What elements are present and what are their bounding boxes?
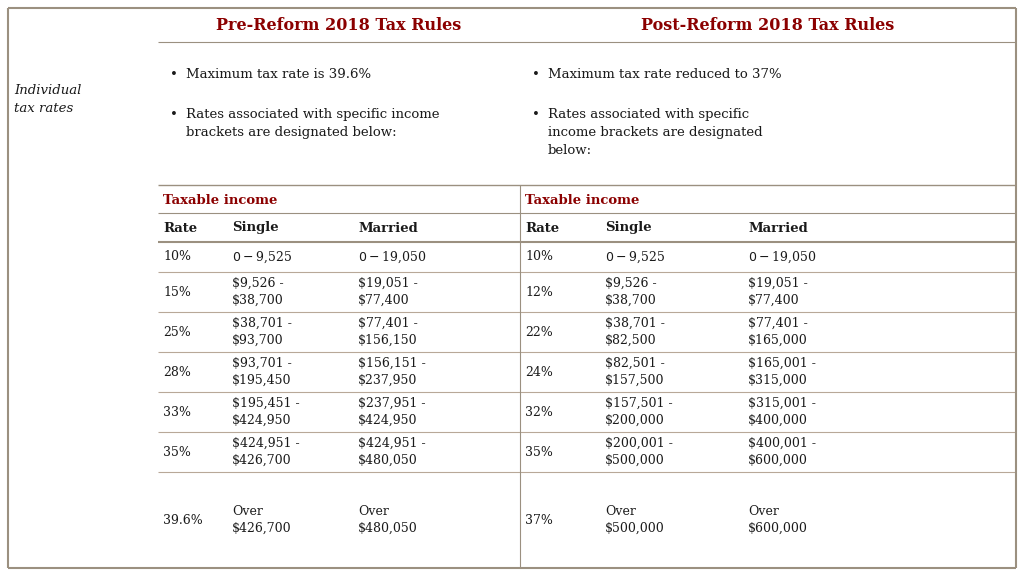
Text: Over
$500,000: Over $500,000 (605, 505, 665, 535)
Text: Taxable income: Taxable income (163, 194, 278, 207)
Text: $0-$9,525: $0-$9,525 (232, 249, 292, 265)
Text: $315,001 -
$400,000: $315,001 - $400,000 (748, 397, 816, 427)
Text: Rate: Rate (525, 222, 559, 234)
Text: 35%: 35% (163, 445, 190, 458)
Text: $93,701 -
$195,450: $93,701 - $195,450 (232, 357, 292, 386)
Text: $157,501 -
$200,000: $157,501 - $200,000 (605, 397, 673, 427)
Text: $0-$19,050: $0-$19,050 (748, 249, 816, 265)
Text: Over
$480,050: Over $480,050 (358, 505, 418, 535)
Text: •: • (532, 68, 540, 81)
Text: $424,951 -
$480,050: $424,951 - $480,050 (358, 437, 426, 467)
Text: $0-$9,525: $0-$9,525 (605, 249, 665, 265)
Text: Maximum tax rate is 39.6%: Maximum tax rate is 39.6% (186, 68, 371, 81)
Text: 22%: 22% (525, 325, 553, 339)
Text: $195,451 -
$424,950: $195,451 - $424,950 (232, 397, 300, 427)
Text: •: • (532, 108, 540, 121)
Text: $19,051 -
$77,400: $19,051 - $77,400 (358, 277, 418, 307)
Text: Individual
tax rates: Individual tax rates (14, 85, 81, 116)
Text: Maximum tax rate reduced to 37%: Maximum tax rate reduced to 37% (548, 68, 781, 81)
Text: $77,401 -
$165,000: $77,401 - $165,000 (748, 317, 808, 347)
Text: Rates associated with specific income
brackets are designated below:: Rates associated with specific income br… (186, 108, 439, 139)
Text: $38,701 -
$82,500: $38,701 - $82,500 (605, 317, 665, 347)
Text: 25%: 25% (163, 325, 190, 339)
Text: $0-$19,050: $0-$19,050 (358, 249, 426, 265)
Text: $400,001 -
$600,000: $400,001 - $600,000 (748, 437, 816, 467)
Text: 32%: 32% (525, 406, 553, 419)
Text: $19,051 -
$77,400: $19,051 - $77,400 (748, 277, 808, 307)
Text: 37%: 37% (525, 513, 553, 526)
Text: $82,501 -
$157,500: $82,501 - $157,500 (605, 357, 665, 386)
Text: $237,951 -
$424,950: $237,951 - $424,950 (358, 397, 426, 427)
Text: Over
$426,700: Over $426,700 (232, 505, 292, 535)
Text: $424,951 -
$426,700: $424,951 - $426,700 (232, 437, 300, 467)
Text: 12%: 12% (525, 286, 553, 298)
Text: 28%: 28% (163, 366, 190, 378)
Text: $9,526 -
$38,700: $9,526 - $38,700 (605, 277, 656, 307)
Text: 35%: 35% (525, 445, 553, 458)
Text: $9,526 -
$38,700: $9,526 - $38,700 (232, 277, 284, 307)
Text: $165,001 -
$315,000: $165,001 - $315,000 (748, 357, 816, 386)
Text: Rate: Rate (163, 222, 198, 234)
Text: Post-Reform 2018 Tax Rules: Post-Reform 2018 Tax Rules (641, 17, 895, 33)
Text: 33%: 33% (163, 406, 191, 419)
Text: 24%: 24% (525, 366, 553, 378)
Text: •: • (170, 68, 178, 81)
Text: Pre-Reform 2018 Tax Rules: Pre-Reform 2018 Tax Rules (216, 17, 462, 33)
Text: $200,001 -
$500,000: $200,001 - $500,000 (605, 437, 673, 467)
Text: Rates associated with specific
income brackets are designated
below:: Rates associated with specific income br… (548, 108, 763, 157)
Text: $77,401 -
$156,150: $77,401 - $156,150 (358, 317, 418, 347)
Text: Taxable income: Taxable income (525, 194, 639, 207)
Text: $38,701 -
$93,700: $38,701 - $93,700 (232, 317, 292, 347)
Text: $156,151 -
$237,950: $156,151 - $237,950 (358, 357, 426, 386)
Text: 15%: 15% (163, 286, 190, 298)
Text: Married: Married (748, 222, 808, 234)
Text: 10%: 10% (163, 251, 191, 263)
Text: •: • (170, 108, 178, 121)
Text: Married: Married (358, 222, 418, 234)
Text: 39.6%: 39.6% (163, 513, 203, 526)
Text: Single: Single (232, 222, 279, 234)
Text: Over
$600,000: Over $600,000 (748, 505, 808, 535)
Text: 10%: 10% (525, 251, 553, 263)
Text: Single: Single (605, 222, 651, 234)
